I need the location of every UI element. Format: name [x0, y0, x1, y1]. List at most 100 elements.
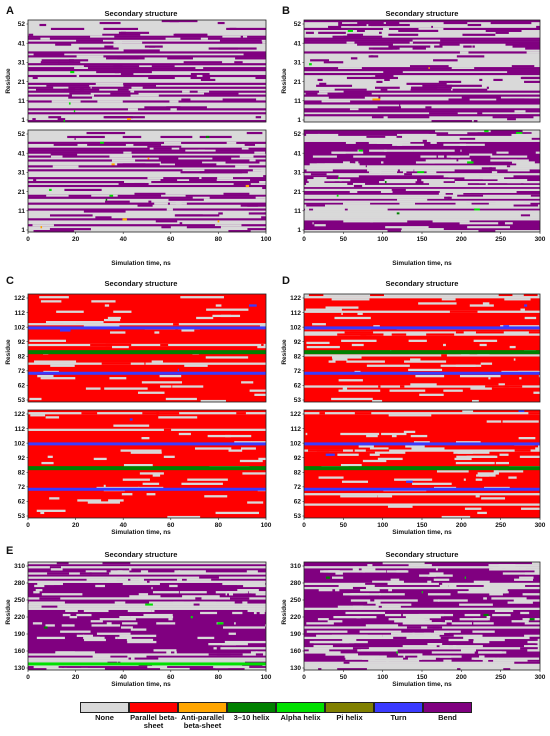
x-tick-label: 20: [72, 522, 80, 529]
x-tick-label: 20: [72, 236, 80, 243]
x-tick-label: 200: [456, 674, 467, 681]
panel-title: Secondary structure: [386, 279, 459, 288]
y-tick-label: 112: [15, 426, 26, 433]
y-axis-label: Residue: [5, 68, 12, 94]
y-tick-label: 102: [290, 324, 301, 331]
x-tick-label: 60: [167, 236, 175, 243]
y-tick-label: 190: [290, 631, 301, 638]
y-tick-label: 72: [294, 368, 302, 375]
y-tick-label: 92: [18, 455, 26, 462]
panel-title: Secondary structure: [105, 279, 178, 288]
heatmap-1: [302, 19, 541, 123]
y-tick-label: 62: [18, 499, 26, 506]
x-tick-label: 200: [456, 522, 467, 529]
y-tick-label: 112: [291, 426, 302, 433]
y-tick-label: 250: [14, 597, 25, 604]
x-tick-label: 100: [377, 674, 388, 681]
panel-title: Secondary structure: [105, 550, 178, 559]
y-tick-label: 11: [18, 98, 25, 105]
y-tick-label: 82: [294, 353, 302, 360]
x-tick-label: 0: [302, 236, 306, 243]
x-tick-label: 250: [495, 522, 506, 529]
y-tick-label: 280: [290, 580, 301, 587]
x-tick-label: 40: [120, 522, 128, 529]
y-tick-label: 160: [290, 648, 301, 655]
y-tick-label: 280: [14, 580, 25, 587]
x-tick-label: 20: [72, 674, 80, 681]
heatmap-1: [26, 19, 267, 123]
y-tick-label: 310: [14, 563, 25, 570]
y-tick-label: 82: [294, 469, 302, 476]
y-tick-label: 21: [294, 79, 302, 86]
panel-letter: B: [282, 5, 290, 17]
y-tick-label: 250: [290, 597, 301, 604]
x-tick-label: 0: [26, 236, 30, 243]
x-tick-label: 100: [377, 236, 388, 243]
y-tick-label: 1: [297, 227, 301, 234]
y-tick-label: 102: [290, 440, 301, 447]
y-tick-label: 31: [294, 170, 302, 177]
x-tick-label: 0: [26, 674, 30, 681]
y-tick-label: 82: [18, 353, 26, 360]
y-tick-label: 130: [290, 665, 301, 672]
x-tick-label: 0: [26, 522, 30, 529]
legend-label-turn: Turn: [390, 713, 407, 722]
y-tick-label: 92: [294, 339, 302, 346]
y-tick-label: 11: [18, 208, 25, 215]
heatmap-1: [26, 293, 267, 403]
panel-e: [26, 561, 267, 672]
x-axis-label: Simulation time, ns: [111, 260, 171, 267]
x-tick-label: 80: [215, 522, 223, 529]
y-tick-label: 220: [290, 614, 301, 621]
x-tick-label: 100: [377, 522, 388, 529]
y-axis-label: Residue: [5, 599, 12, 625]
y-tick-label: 31: [294, 60, 302, 67]
y-tick-label: 53: [294, 397, 302, 404]
legend-swatch-none: [80, 702, 129, 713]
panel-letter: A: [6, 5, 14, 17]
y-tick-label: 31: [18, 170, 26, 177]
heatmap-1: [26, 561, 267, 671]
y-tick-label: 62: [294, 383, 302, 390]
legend-swatch-turn: [374, 702, 423, 713]
legend-swatch-alpha: [276, 702, 325, 713]
y-tick-label: 62: [18, 383, 26, 390]
x-tick-label: 0: [302, 522, 306, 529]
legend-label-parallel: Parallel beta-sheet: [130, 713, 177, 730]
x-tick-label: 250: [495, 236, 506, 243]
panel-d: [302, 293, 541, 520]
x-tick-label: 100: [261, 522, 272, 529]
y-tick-label: 310: [290, 563, 301, 570]
x-tick-label: 60: [167, 522, 175, 529]
x-tick-label: 250: [495, 674, 506, 681]
y-tick-label: 82: [18, 469, 26, 476]
y-tick-label: 21: [294, 189, 302, 196]
x-tick-label: 50: [340, 674, 348, 681]
panel-a: [26, 19, 267, 234]
legend-swatch-parallel: [129, 702, 178, 713]
y-tick-label: 220: [14, 614, 25, 621]
x-tick-label: 150: [417, 674, 428, 681]
legend-label-alpha: Alpha helix: [280, 713, 321, 722]
y-tick-label: 41: [294, 150, 302, 157]
y-tick-label: 1: [297, 117, 301, 124]
y-tick-label: 52: [294, 131, 302, 138]
y-tick-label: 92: [18, 339, 26, 346]
x-axis-label: Simulation time, ns: [111, 681, 171, 688]
x-tick-label: 150: [417, 236, 428, 243]
y-tick-label: 11: [294, 98, 301, 105]
x-tick-label: 300: [535, 674, 546, 681]
panel-b: [302, 19, 541, 234]
y-tick-label: 122: [14, 295, 25, 302]
legend-label-bend: Bend: [438, 713, 457, 722]
y-axis-label: Residue: [5, 339, 12, 365]
x-tick-label: 150: [417, 522, 428, 529]
y-axis-label: Residue: [281, 339, 288, 365]
y-tick-label: 1: [21, 227, 25, 234]
legend-label-antiparallel: Anti-parallel beta-sheet: [180, 713, 225, 730]
legend-label-pi: Pi helix: [336, 713, 363, 722]
panel-letter: D: [282, 275, 290, 287]
x-tick-label: 80: [215, 236, 223, 243]
y-tick-label: 112: [291, 310, 302, 317]
